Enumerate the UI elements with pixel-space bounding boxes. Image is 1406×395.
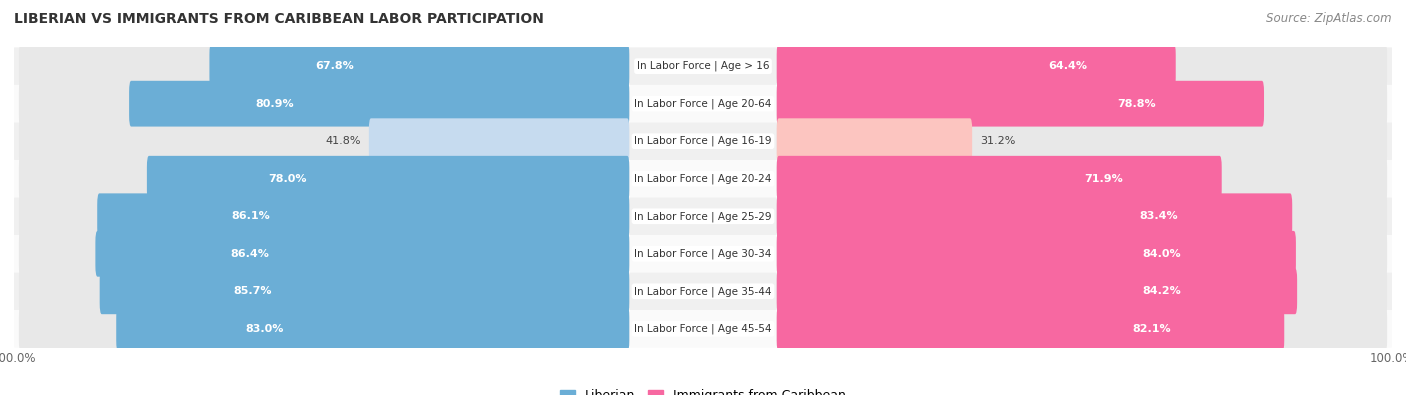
Text: 82.1%: 82.1% xyxy=(1133,324,1171,334)
FancyBboxPatch shape xyxy=(14,235,1392,273)
Text: 86.4%: 86.4% xyxy=(231,249,269,259)
FancyBboxPatch shape xyxy=(14,310,1392,348)
Text: In Labor Force | Age > 16: In Labor Force | Age > 16 xyxy=(637,61,769,71)
FancyBboxPatch shape xyxy=(776,194,1292,239)
FancyBboxPatch shape xyxy=(14,47,1392,85)
Text: 83.0%: 83.0% xyxy=(246,324,284,334)
Text: 41.8%: 41.8% xyxy=(325,136,360,146)
FancyBboxPatch shape xyxy=(14,122,1392,160)
FancyBboxPatch shape xyxy=(18,43,630,89)
Text: 78.8%: 78.8% xyxy=(1116,99,1156,109)
Text: 31.2%: 31.2% xyxy=(980,136,1015,146)
FancyBboxPatch shape xyxy=(776,231,1388,276)
FancyBboxPatch shape xyxy=(776,118,1388,164)
Text: 84.2%: 84.2% xyxy=(1143,286,1181,296)
Text: 67.8%: 67.8% xyxy=(315,61,354,71)
FancyBboxPatch shape xyxy=(18,118,630,164)
Legend: Liberian, Immigrants from Caribbean: Liberian, Immigrants from Caribbean xyxy=(555,384,851,395)
Text: 83.4%: 83.4% xyxy=(1139,211,1178,221)
FancyBboxPatch shape xyxy=(776,231,1296,276)
FancyBboxPatch shape xyxy=(776,269,1298,314)
FancyBboxPatch shape xyxy=(776,194,1388,239)
FancyBboxPatch shape xyxy=(776,156,1222,201)
Text: In Labor Force | Age 30-34: In Labor Force | Age 30-34 xyxy=(634,248,772,259)
FancyBboxPatch shape xyxy=(776,81,1388,126)
FancyBboxPatch shape xyxy=(146,156,630,201)
FancyBboxPatch shape xyxy=(776,156,1388,201)
Text: 85.7%: 85.7% xyxy=(233,286,271,296)
Text: 71.9%: 71.9% xyxy=(1084,174,1122,184)
Text: 64.4%: 64.4% xyxy=(1047,61,1087,71)
FancyBboxPatch shape xyxy=(14,160,1392,198)
Text: 86.1%: 86.1% xyxy=(231,211,270,221)
FancyBboxPatch shape xyxy=(18,231,630,276)
FancyBboxPatch shape xyxy=(776,43,1175,89)
FancyBboxPatch shape xyxy=(14,85,1392,122)
FancyBboxPatch shape xyxy=(117,306,630,352)
FancyBboxPatch shape xyxy=(18,194,630,239)
Text: In Labor Force | Age 35-44: In Labor Force | Age 35-44 xyxy=(634,286,772,297)
FancyBboxPatch shape xyxy=(18,269,630,314)
Text: In Labor Force | Age 16-19: In Labor Force | Age 16-19 xyxy=(634,136,772,147)
FancyBboxPatch shape xyxy=(368,118,630,164)
FancyBboxPatch shape xyxy=(96,231,630,276)
FancyBboxPatch shape xyxy=(776,306,1388,352)
Text: Source: ZipAtlas.com: Source: ZipAtlas.com xyxy=(1267,12,1392,25)
FancyBboxPatch shape xyxy=(129,81,630,126)
Text: In Labor Force | Age 25-29: In Labor Force | Age 25-29 xyxy=(634,211,772,222)
Text: LIBERIAN VS IMMIGRANTS FROM CARIBBEAN LABOR PARTICIPATION: LIBERIAN VS IMMIGRANTS FROM CARIBBEAN LA… xyxy=(14,12,544,26)
FancyBboxPatch shape xyxy=(14,273,1392,310)
Text: 84.0%: 84.0% xyxy=(1142,249,1181,259)
Text: 80.9%: 80.9% xyxy=(254,99,294,109)
Text: In Labor Force | Age 20-24: In Labor Force | Age 20-24 xyxy=(634,173,772,184)
FancyBboxPatch shape xyxy=(776,43,1388,89)
Text: In Labor Force | Age 20-64: In Labor Force | Age 20-64 xyxy=(634,98,772,109)
Text: In Labor Force | Age 45-54: In Labor Force | Age 45-54 xyxy=(634,324,772,334)
FancyBboxPatch shape xyxy=(209,43,630,89)
FancyBboxPatch shape xyxy=(18,81,630,126)
FancyBboxPatch shape xyxy=(14,198,1392,235)
FancyBboxPatch shape xyxy=(776,81,1264,126)
FancyBboxPatch shape xyxy=(97,194,630,239)
FancyBboxPatch shape xyxy=(776,118,972,164)
Text: 78.0%: 78.0% xyxy=(269,174,307,184)
FancyBboxPatch shape xyxy=(100,269,630,314)
FancyBboxPatch shape xyxy=(776,306,1284,352)
FancyBboxPatch shape xyxy=(776,269,1388,314)
FancyBboxPatch shape xyxy=(18,156,630,201)
FancyBboxPatch shape xyxy=(18,306,630,352)
